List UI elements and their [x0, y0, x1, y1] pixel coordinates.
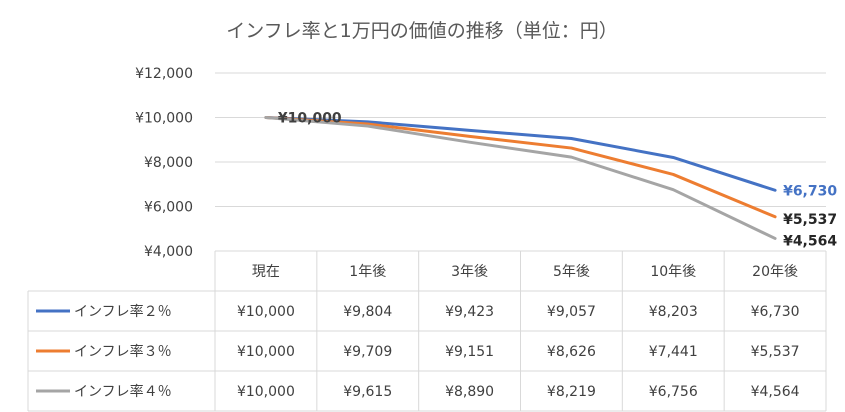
table-cell: ¥8,219: [547, 384, 596, 400]
table-cell: ¥6,756: [649, 384, 698, 400]
table-cell: ¥5,537: [751, 344, 800, 360]
table-cell: ¥4,564: [751, 384, 800, 400]
table-cell: ¥9,615: [343, 384, 392, 400]
end-data-label: ¥6,730: [783, 183, 837, 199]
series-line: [264, 116, 777, 219]
x-category-label: 3年後: [451, 264, 488, 280]
y-tick-label: ¥8,000: [144, 155, 193, 171]
y-tick-label: ¥10,000: [135, 111, 193, 127]
table-cell: ¥10,000: [237, 384, 295, 400]
table-cell: ¥9,804: [343, 304, 392, 320]
series-line: [264, 116, 777, 240]
series-lines: [264, 116, 777, 240]
table-cell: ¥8,626: [547, 344, 596, 360]
table-cell: ¥10,000: [237, 304, 295, 320]
series-line: [264, 116, 777, 192]
legend-label: インフレ率２％: [74, 303, 172, 320]
chart-title: インフレ率と1万円の価値の推移（単位：円）: [226, 20, 618, 42]
table-cell: ¥8,203: [649, 304, 698, 320]
y-tick-label: ¥12,000: [135, 66, 193, 82]
table-cell: ¥7,441: [649, 344, 698, 360]
start-data-label: ¥10,000: [278, 111, 342, 127]
table-cell: ¥6,730: [751, 304, 800, 320]
y-tick-label: ¥6,000: [144, 200, 193, 216]
table-cell: ¥9,151: [445, 344, 494, 360]
table-cell: ¥9,057: [547, 304, 596, 320]
gridlines: [215, 72, 826, 207]
x-category-label: 10年後: [650, 264, 696, 280]
table-cell: ¥10,000: [237, 344, 295, 360]
table-cell: ¥9,709: [343, 344, 392, 360]
end-data-label: ¥4,564: [783, 233, 837, 249]
end-data-label: ¥5,537: [783, 212, 837, 228]
y-tick-label: ¥4,000: [144, 244, 193, 260]
table-cell: ¥9,423: [445, 304, 494, 320]
y-axis: ¥4,000 ¥6,000 ¥8,000 ¥10,000 ¥12,000: [135, 66, 193, 260]
data-labels: ¥6,730 ¥5,537 ¥4,564 ¥10,000: [278, 111, 837, 250]
legend-label: インフレ率３％: [74, 343, 172, 360]
table-cell: ¥8,890: [445, 384, 494, 400]
x-category-label: 5年後: [553, 264, 590, 280]
x-category-label: 20年後: [752, 264, 798, 280]
x-category-label: 現在: [252, 264, 280, 280]
x-category-label: 1年後: [349, 264, 386, 280]
legend-label: インフレ率４％: [74, 383, 172, 400]
